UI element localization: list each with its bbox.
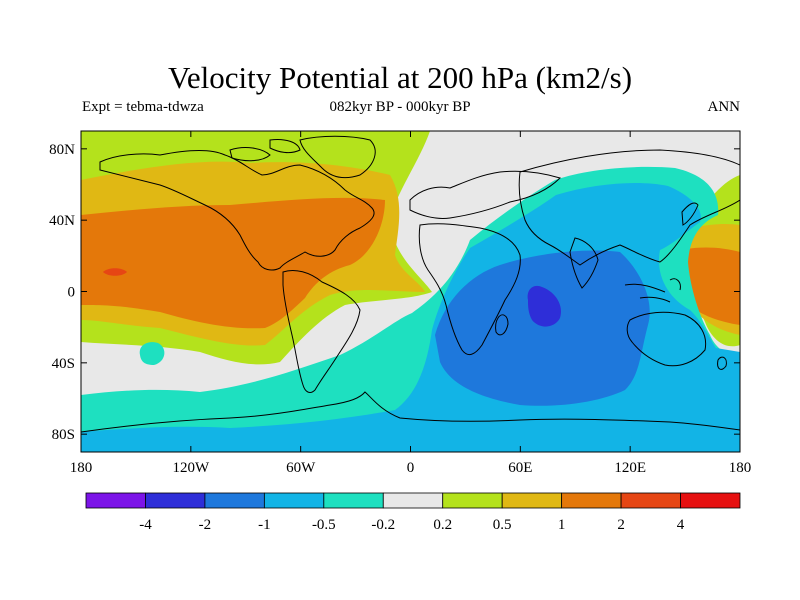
coastline-new-zealand bbox=[717, 356, 727, 370]
coastline-japan bbox=[681, 202, 699, 226]
lat-tick-label: 40S bbox=[52, 356, 75, 372]
colorbar-bin bbox=[620, 492, 681, 509]
coastline-europe bbox=[409, 170, 561, 219]
coastline-maritime-continent bbox=[624, 278, 681, 303]
colorbar: -4 -2 -1 -0.5 -0.2 0.2 0.5 1 2 4 bbox=[85, 492, 741, 533]
colorbar-label: 2 bbox=[617, 517, 625, 533]
coastlines bbox=[81, 135, 740, 433]
lon-tick-label: 60W bbox=[286, 460, 316, 476]
colorbar-bin bbox=[680, 492, 741, 509]
coastline-antarctica bbox=[81, 391, 740, 433]
colorbar-label: -0.5 bbox=[312, 517, 336, 533]
colorbar-bin bbox=[204, 492, 265, 509]
colorbar-label: 0.5 bbox=[493, 517, 512, 533]
field-pos-max-core bbox=[103, 268, 127, 276]
colorbar-label: -4 bbox=[139, 517, 152, 533]
lat-tick-label: 80S bbox=[52, 427, 75, 443]
experiment-label: Expt = tebma-tdwza bbox=[82, 99, 204, 115]
colorbar-label: -1 bbox=[258, 517, 271, 533]
lon-tick-label: 180 bbox=[70, 460, 93, 476]
colorbar-bin bbox=[382, 492, 444, 509]
lon-tick-label: 180 bbox=[729, 460, 752, 476]
lon-tick-label: 60E bbox=[508, 460, 532, 476]
colorbar-bin bbox=[85, 492, 146, 509]
coastline-arctic-islands bbox=[229, 139, 301, 162]
season-label: ANN bbox=[707, 99, 741, 115]
colorbar-label: -0.2 bbox=[371, 517, 395, 533]
latitude-axis: 80N 40N 0 40S 80S bbox=[49, 142, 740, 443]
colorbar-bin bbox=[501, 492, 563, 509]
colorbar-bin bbox=[323, 492, 384, 509]
field-neg-patch-pacific bbox=[139, 342, 165, 365]
coastline-madagascar bbox=[495, 314, 509, 336]
colorbar-bin bbox=[561, 492, 622, 509]
colorbar-bin bbox=[145, 492, 206, 509]
lat-tick-label: 80N bbox=[49, 142, 75, 158]
lon-tick-label: 0 bbox=[407, 460, 415, 476]
colorbar-label: 4 bbox=[677, 517, 685, 533]
colorbar-bin bbox=[442, 492, 503, 509]
coastline-australia bbox=[626, 311, 707, 367]
coastline-india bbox=[569, 237, 599, 289]
lon-tick-label: 120E bbox=[614, 460, 646, 476]
coastline-south-america bbox=[282, 269, 361, 393]
lat-tick-label: 0 bbox=[68, 285, 76, 301]
period-label: 082kyr BP - 000kyr BP bbox=[329, 99, 471, 115]
colorbar-bin bbox=[263, 492, 325, 509]
coastline-greenland bbox=[299, 135, 376, 179]
coastline-north-america bbox=[99, 149, 375, 271]
velocity-potential-field bbox=[81, 131, 740, 452]
field-neg-high-region bbox=[435, 250, 650, 406]
plot-title: Velocity Potential at 200 hPa (km2/s) bbox=[167, 60, 633, 95]
lat-tick-label: 40N bbox=[49, 213, 75, 229]
lon-tick-label: 120W bbox=[172, 460, 210, 476]
field-neg-max-core bbox=[527, 285, 562, 327]
colorbar-label: 0.2 bbox=[433, 517, 452, 533]
colorbar-label: 1 bbox=[558, 517, 566, 533]
coastline-asia bbox=[518, 149, 740, 266]
colorbar-label: -2 bbox=[199, 517, 212, 533]
field-pos-high-region bbox=[81, 197, 385, 329]
coastline-africa bbox=[418, 223, 521, 356]
longitude-axis: 180 120W 60W 0 60E 120E 180 bbox=[70, 131, 752, 476]
